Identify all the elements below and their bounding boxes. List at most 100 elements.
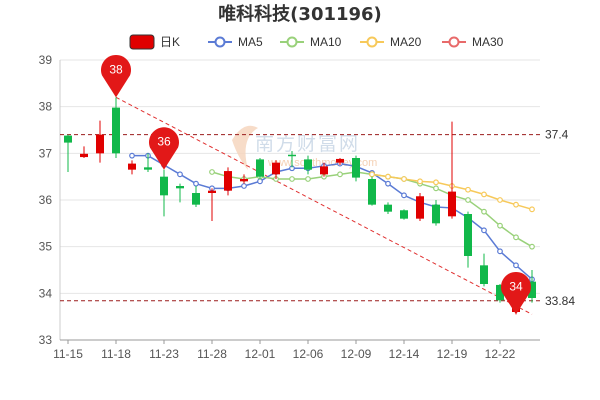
- candle-body: [368, 179, 376, 205]
- ma10-point: [289, 176, 295, 182]
- candle: [96, 120, 104, 163]
- legend-swatch-dot: [214, 36, 226, 48]
- candle: [304, 155, 312, 175]
- candle: [400, 209, 408, 220]
- candle: [416, 193, 424, 221]
- y-tick-label: 35: [39, 240, 53, 254]
- candle-body: [192, 193, 200, 205]
- reference-line-label: 33.84: [545, 294, 575, 308]
- ma10-point: [305, 176, 311, 182]
- ma10-point: [209, 169, 215, 175]
- pin-shape: [101, 54, 131, 98]
- candle-body: [336, 158, 344, 163]
- pin-label: 36: [157, 135, 171, 149]
- candle-body: [208, 190, 216, 193]
- candle-body: [144, 167, 152, 170]
- ma10-point: [497, 222, 503, 229]
- x-tick-label: 11-15: [53, 347, 83, 361]
- x-tick-label: 12-14: [389, 347, 420, 361]
- candle: [128, 160, 136, 175]
- ma20-point: [369, 171, 375, 178]
- candle-body: [448, 191, 456, 217]
- candle-body: [64, 135, 72, 143]
- x-tick-label: 11-28: [197, 347, 227, 361]
- reference-line-label: 37.4: [545, 128, 569, 142]
- legend-label: MA10: [310, 35, 342, 49]
- candle: [192, 186, 200, 207]
- ma20-point: [481, 191, 487, 198]
- candle: [432, 200, 440, 226]
- candle-body: [528, 281, 536, 298]
- candle-body: [384, 204, 392, 212]
- ma5-point: [481, 227, 487, 234]
- x-tick-label: 12-09: [341, 347, 372, 361]
- legend-swatch: [129, 34, 155, 50]
- legend: 日K MA5 MA10 MA20 MA30: [129, 34, 504, 50]
- ma20-point: [385, 173, 391, 180]
- chart-title: 唯科科技(301196): [218, 3, 382, 25]
- candle: [160, 169, 168, 217]
- ma5-point: [401, 192, 407, 199]
- x-tick-label: 11-23: [149, 347, 179, 361]
- candle: [288, 151, 296, 168]
- x-tick-label: 11-18: [101, 347, 131, 361]
- pin-shape: [501, 271, 531, 315]
- legend-item: MA30: [442, 35, 504, 49]
- legend-label: MA20: [390, 35, 422, 49]
- y-tick-label: 39: [39, 53, 53, 67]
- ma10-point: [433, 185, 439, 192]
- candle-body: [464, 214, 472, 256]
- legend-swatch-dot: [448, 36, 460, 48]
- candle-body: [240, 179, 248, 182]
- candle: [336, 158, 344, 165]
- legend-item: MA10: [280, 35, 342, 49]
- ma10-point: [337, 171, 343, 178]
- candle: [528, 270, 536, 303]
- candle-body: [96, 134, 104, 154]
- candle: [256, 158, 264, 179]
- x-tick-label: 12-01: [245, 347, 276, 361]
- candle-body: [496, 284, 504, 301]
- candle-body: [272, 162, 280, 175]
- candle: [464, 211, 472, 268]
- legend-swatch-dot: [286, 36, 298, 48]
- candle: [320, 162, 328, 177]
- ma5-point: [129, 152, 135, 159]
- candle-body: [320, 166, 328, 175]
- ma5-point: [177, 171, 183, 178]
- x-tick-label: 12-06: [293, 347, 324, 361]
- pin-marker: 34: [501, 271, 531, 315]
- ma20-point: [433, 179, 439, 186]
- x-tick-label: 12-19: [437, 347, 468, 361]
- candle-body: [416, 196, 424, 219]
- ma10-point: [465, 197, 471, 203]
- candle-body: [176, 186, 184, 189]
- candle: [64, 134, 72, 172]
- candle: [112, 97, 120, 158]
- ma5-point: [257, 178, 263, 185]
- y-tick-label: 38: [39, 100, 53, 114]
- y-tick-label: 36: [39, 193, 53, 207]
- candle-body: [304, 159, 312, 170]
- pin-shape: [149, 127, 179, 170]
- y-tick-label: 37: [39, 146, 53, 160]
- ma5-point: [193, 180, 199, 187]
- watermark-title: 南方财富网: [255, 133, 360, 155]
- ma20-point: [497, 197, 503, 203]
- candle: [240, 174, 248, 184]
- candle: [224, 167, 232, 196]
- legend-item: MA5: [208, 35, 263, 49]
- candle: [208, 188, 216, 221]
- candle-body: [256, 159, 264, 177]
- ma5-point: [385, 180, 391, 187]
- ma20-point: [465, 186, 471, 193]
- legend-label: MA30: [472, 35, 504, 49]
- legend-swatch-dot: [366, 36, 378, 48]
- legend-item: 日K: [129, 34, 180, 50]
- legend-label: MA5: [238, 35, 263, 49]
- candle: [480, 253, 488, 287]
- candle-body: [128, 163, 136, 170]
